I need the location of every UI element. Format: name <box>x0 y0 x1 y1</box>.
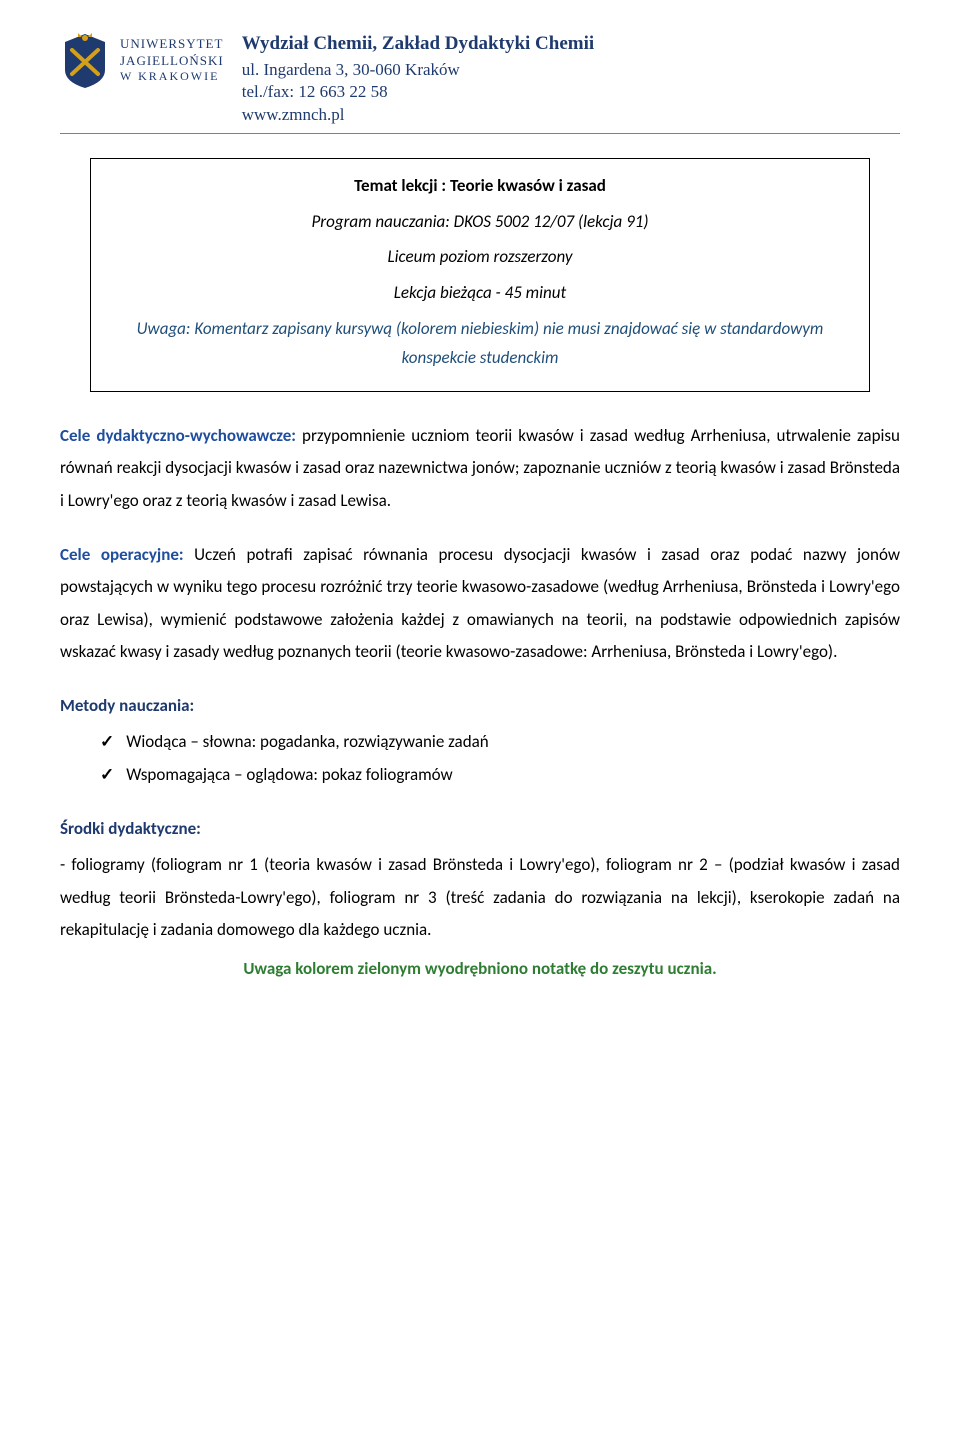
methods-label: Metody nauczania: <box>60 690 900 722</box>
lesson-info-box: Temat lekcji : Teorie kwasów i zasad Pro… <box>90 158 870 392</box>
department-name: Wydział Chemii, Zakład Dydaktyki Chemii <box>242 30 594 59</box>
university-line2: JAGIELLOŃSKI <box>120 53 224 69</box>
resources-text: - foliogramy (foliogram nr 1 (teoria kwa… <box>60 849 900 946</box>
university-line3: W KRAKOWIE <box>120 69 224 84</box>
header-divider <box>60 133 900 134</box>
resources-section: Środki dydaktyczne: - foliogramy (foliog… <box>60 813 900 946</box>
university-crest-icon <box>60 30 110 90</box>
green-note: Uwaga kolorem zielonym wyodrębniono nota… <box>60 956 900 982</box>
lesson-duration: Lekcja bieżąca - 45 minut <box>113 280 847 306</box>
lesson-comment: Uwaga: Komentarz zapisany kursywą (kolor… <box>113 315 847 373</box>
resources-label: Środki dydaktyczne: <box>60 813 900 845</box>
page-header: UNIWERSYTET JAGIELLOŃSKI W KRAKOWIE Wydz… <box>60 30 900 127</box>
methods-item-1: Wiodąca – słowna: pogadanka, rozwiązywan… <box>100 726 900 758</box>
methods-list: Wiodąca – słowna: pogadanka, rozwiązywan… <box>60 726 900 791</box>
department-web: www.zmnch.pl <box>242 104 594 127</box>
goals-operational-label: Cele operacyjne: <box>60 544 184 565</box>
university-line1: UNIWERSYTET <box>120 36 224 52</box>
lesson-program: Program nauczania: DKOS 5002 12/07 (lekc… <box>113 209 847 235</box>
goals-operational-section: Cele operacyjne: Uczeń potrafi zapisać r… <box>60 539 900 668</box>
department-info: Wydział Chemii, Zakład Dydaktyki Chemii … <box>242 30 594 127</box>
department-address: ul. Ingardena 3, 30-060 Kraków <box>242 59 594 82</box>
department-phone: tel./fax: 12 663 22 58 <box>242 81 594 104</box>
goals-educational-section: Cele dydaktyczno-wychowawcze: przypomnie… <box>60 420 900 517</box>
methods-item-2: Wspomagająca – oglądowa: pokaz foliogram… <box>100 759 900 791</box>
goals-educational-label: Cele dydaktyczno-wychowawcze: <box>60 425 296 446</box>
goals-operational-text: Uczeń potrafi zapisać równania procesu d… <box>60 544 900 662</box>
lesson-level: Liceum poziom rozszerzony <box>113 244 847 270</box>
university-logo-block: UNIWERSYTET JAGIELLOŃSKI W KRAKOWIE <box>60 30 224 90</box>
lesson-title: Temat lekcji : Teorie kwasów i zasad <box>113 173 847 199</box>
methods-section: Metody nauczania: Wiodąca – słowna: poga… <box>60 690 900 791</box>
university-name: UNIWERSYTET JAGIELLOŃSKI W KRAKOWIE <box>120 36 224 84</box>
